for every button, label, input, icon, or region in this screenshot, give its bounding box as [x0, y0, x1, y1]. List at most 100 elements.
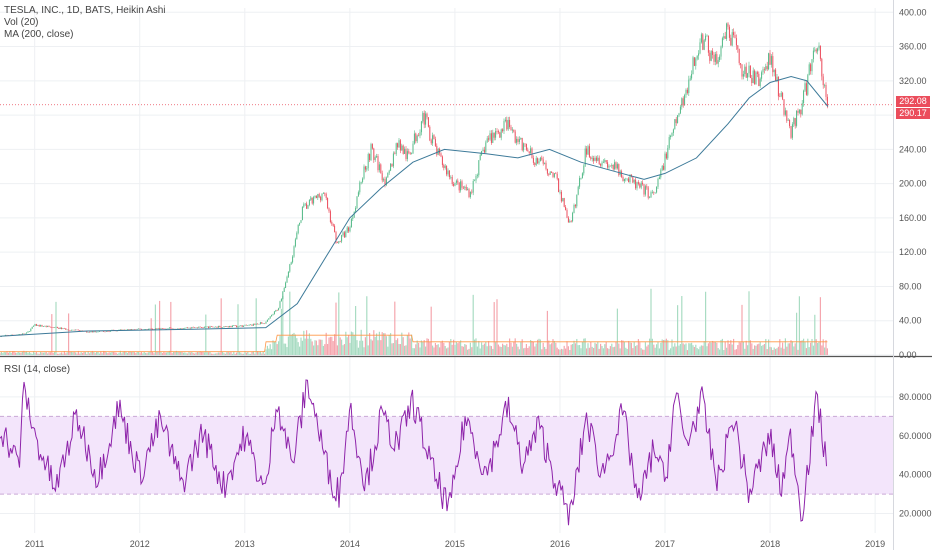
- candle-body: [618, 164, 620, 175]
- volume-bar: [531, 341, 533, 355]
- candle-body: [674, 119, 676, 130]
- volume-bar: [731, 344, 733, 355]
- rsi-axis[interactable]: 80.0000 60.0000 40.0000 20.0000: [899, 392, 932, 519]
- candle-body: [269, 316, 271, 319]
- candle-body: [539, 157, 541, 162]
- time-axis[interactable]: 2011 2012 2013 2014 2015 2016 2017 2018 2019: [25, 539, 885, 549]
- volume-bar: [220, 298, 222, 355]
- candle-body: [38, 324, 40, 327]
- volume-bar: [822, 339, 824, 355]
- volume-bar: [152, 351, 154, 355]
- volume-bar: [587, 343, 589, 355]
- volume-bar: [257, 351, 259, 355]
- candle-body: [250, 324, 252, 326]
- candle-body: [409, 152, 411, 154]
- volume-bar: [812, 345, 814, 355]
- candle-body: [371, 144, 373, 149]
- volume-bar: [493, 302, 495, 355]
- volume-bar: [208, 352, 210, 355]
- volume-bar: [468, 348, 470, 355]
- volume-bar: [310, 338, 312, 355]
- price-tick-label: 360.00: [899, 42, 927, 52]
- symbol-legend[interactable]: TESLA, INC., 1D, BATS, Heikin Ashi Vol (…: [4, 5, 166, 41]
- candle-body: [747, 73, 749, 78]
- candle-body: [516, 138, 518, 143]
- volume-bar: [566, 341, 568, 355]
- candle-body: [692, 57, 694, 74]
- volume-bar: [742, 341, 744, 355]
- candle-body: [486, 138, 488, 143]
- candle-body: [86, 330, 88, 333]
- candle-body: [521, 137, 523, 151]
- volume-bar: [126, 352, 128, 355]
- candle-body: [762, 69, 764, 73]
- volume-bar: [539, 339, 541, 355]
- volume-bar: [685, 343, 687, 355]
- volume-bar: [255, 298, 257, 355]
- candle-body: [595, 157, 597, 161]
- rsi-legend[interactable]: RSI (14, close): [4, 364, 71, 375]
- volume-bar: [496, 299, 498, 355]
- volume-bar: [514, 338, 516, 355]
- volume-bar: [251, 351, 253, 355]
- volume-bar: [734, 349, 736, 355]
- candle-body: [184, 327, 186, 329]
- volume-bar: [112, 351, 114, 355]
- candle-body: [285, 282, 287, 288]
- candle-body: [21, 333, 23, 335]
- volume-bar: [766, 349, 768, 355]
- candle-body: [272, 314, 274, 316]
- volume-bar: [570, 344, 572, 355]
- candle-body: [801, 103, 803, 115]
- candle-body: [44, 325, 46, 327]
- candle-body: [188, 327, 190, 329]
- candle-body: [280, 298, 282, 302]
- candle-body: [164, 328, 166, 330]
- ma-legend[interactable]: MA (200, close): [4, 29, 74, 40]
- volume-bar: [271, 349, 273, 355]
- rsi-tick-label: 80.0000: [899, 392, 932, 402]
- volume-bar: [752, 348, 754, 355]
- candle-body: [689, 78, 691, 80]
- volume-bar: [23, 350, 25, 355]
- symbol-title[interactable]: TESLA, INC., 1D, BATS, Heikin Ashi: [4, 5, 166, 16]
- volume-bar: [748, 291, 750, 355]
- candle-body: [66, 329, 68, 331]
- candle-body: [89, 331, 91, 333]
- candle-body: [163, 328, 165, 330]
- volume-bar: [195, 352, 197, 355]
- volume-bar: [492, 348, 494, 355]
- volume-bar: [664, 339, 666, 355]
- volume-bar: [359, 340, 361, 355]
- volume-bar: [342, 345, 344, 355]
- candle-body: [558, 178, 560, 193]
- volume-bar: [252, 351, 254, 355]
- candle-body: [735, 38, 737, 46]
- volume-bar: [135, 353, 137, 355]
- volume-bar: [307, 338, 309, 355]
- candle-body: [588, 146, 590, 157]
- volume-bar: [132, 351, 134, 355]
- candle-body: [453, 184, 455, 186]
- rsi-tick-label: 20.0000: [899, 509, 932, 519]
- volume-legend[interactable]: Vol (20): [4, 17, 39, 28]
- candle-body: [569, 221, 571, 223]
- volume-bar: [394, 301, 396, 355]
- price-axis[interactable]: 400.00360.00320.00280.00240.00200.00160.…: [899, 7, 927, 360]
- candle-body: [27, 331, 29, 333]
- volume-bar: [0, 353, 1, 355]
- volume-bar: [240, 352, 242, 355]
- volume-bar: [611, 343, 613, 355]
- volume-bar: [824, 347, 826, 355]
- candle-body: [548, 173, 550, 175]
- candle-body: [826, 96, 828, 107]
- volume-bar: [3, 351, 5, 355]
- volume-bar: [352, 332, 354, 355]
- volume-bar: [546, 310, 548, 355]
- volume-bar: [789, 343, 791, 355]
- volume-bar: [777, 346, 779, 355]
- volume-bar: [7, 352, 9, 355]
- candle-body: [742, 74, 744, 77]
- candle-body: [252, 323, 254, 326]
- candle-body: [455, 180, 457, 183]
